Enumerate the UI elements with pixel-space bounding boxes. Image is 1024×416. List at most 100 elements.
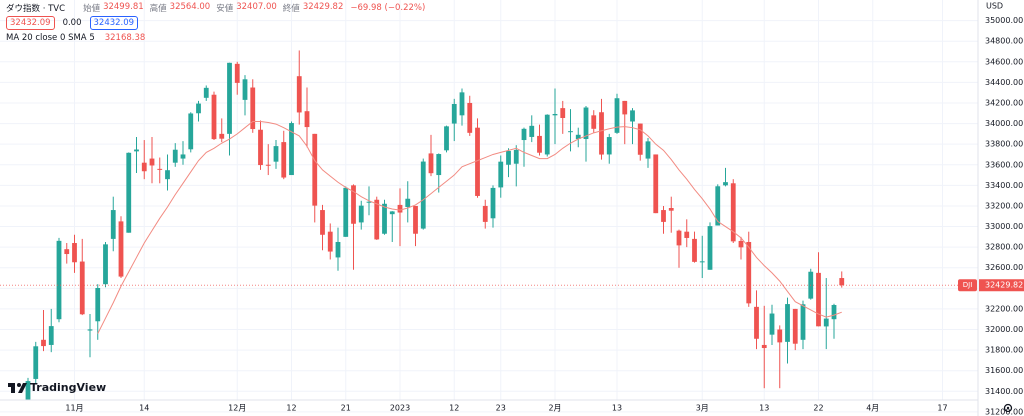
candle-body [498, 161, 504, 188]
y-tick-label: 33200.00 [985, 201, 1023, 210]
indicator-value: 32168.38 [104, 33, 146, 43]
candle-body [661, 210, 666, 222]
candle-body [203, 87, 209, 98]
candle-body [320, 210, 325, 235]
candle-body [560, 108, 566, 119]
y-tick-label: 33600.00 [985, 160, 1023, 169]
candle-body [645, 141, 651, 159]
y-tick-label: 32600.00 [985, 263, 1023, 272]
y-tick-label: 33000.00 [985, 222, 1023, 231]
candle-body [599, 112, 604, 155]
candle-body [242, 79, 248, 100]
candle-body [467, 102, 473, 133]
spread: 0.00 [62, 18, 82, 28]
y-tick-label: 31600.00 [985, 366, 1023, 375]
currency-label: USD [986, 2, 1003, 11]
candle-body [219, 133, 225, 139]
candle-body [351, 185, 356, 224]
candle-body [234, 63, 240, 83]
symbol: ダウ指数 · TVC [6, 4, 66, 14]
candle-body [296, 76, 302, 113]
candle-body [289, 123, 294, 176]
y-tick-label: 33400.00 [985, 181, 1023, 190]
sell-button[interactable]: 32432.09 [6, 16, 55, 30]
candle-body [258, 129, 263, 166]
candle-body [304, 111, 310, 128]
candle-body [831, 304, 837, 320]
candle-body [715, 186, 721, 226]
candle-body [668, 208, 674, 211]
x-tick-label: 12月 [228, 404, 246, 413]
y-tick-label: 31200.00 [985, 407, 1023, 416]
candle-body [180, 154, 186, 159]
candle-body [413, 205, 418, 234]
candle-body [420, 161, 426, 229]
candle-body [227, 62, 232, 134]
quote-value: 32499.81 [103, 2, 144, 12]
candle-body [800, 304, 806, 340]
grid [0, 0, 978, 413]
buy-button[interactable]: 32432.09 [89, 16, 139, 30]
quote-label: 高値 [149, 4, 167, 14]
indicator-name: MA 20 close 0 SMA 5 [6, 33, 95, 43]
candle-body [738, 240, 744, 248]
x-tick-label: 12 [286, 404, 296, 413]
candle-body [327, 231, 333, 252]
candle-body [250, 87, 256, 130]
x-tick-label: 2023 [390, 404, 410, 413]
candle-body [48, 326, 54, 345]
y-tick-label: 35000.00 [985, 16, 1023, 25]
logo-shape [11, 383, 15, 393]
candle-body [405, 198, 411, 207]
quote-label: 終値 [282, 4, 300, 14]
candle-body [622, 100, 628, 115]
header-row: ダウ指数 · TVC 始値 32499.81 高値 32564.00 安値 32407.0… [6, 2, 425, 14]
logo-shape [17, 383, 21, 387]
candle-body [79, 261, 85, 315]
candle-body [428, 153, 434, 174]
y-tick-label: 34800.00 [985, 37, 1023, 46]
candle-body [475, 127, 480, 196]
y-tick-label: 34600.00 [985, 57, 1023, 66]
candle-body [692, 238, 697, 262]
x-tick-label: 13 [759, 404, 769, 413]
candle-body [568, 131, 573, 133]
candle-body [459, 92, 465, 116]
x-tick-label: 2月 [548, 404, 561, 413]
candle-body [172, 149, 178, 163]
quote-label: 安値 [216, 4, 234, 14]
candle-body [777, 329, 783, 343]
candle-body [33, 346, 39, 379]
candle-body [343, 187, 349, 237]
x-tick-label: 13 [612, 404, 622, 413]
candle-body [521, 128, 527, 141]
candle-body [196, 103, 201, 114]
settings-button[interactable] [1003, 403, 1013, 413]
candle-body [606, 137, 612, 155]
change: −69.98 (−0.22%) [350, 3, 426, 13]
x-tick-label: 22 [813, 404, 823, 413]
trade-row: 32432.09 0.00 32432.09 [6, 16, 139, 30]
candle-body [723, 182, 728, 186]
candle-body [149, 158, 155, 166]
x-tick-label: 12 [449, 404, 459, 413]
candle-body [839, 278, 845, 286]
candle-body [513, 149, 519, 164]
candle-body [118, 221, 124, 277]
indicator-legend: MA 20 close 0 SMA 5 32168.38 [6, 33, 145, 43]
candle-body [56, 240, 62, 320]
x-tick-label: 11月 [65, 404, 83, 413]
candle-body [529, 125, 535, 137]
x-tick-label: 14 [139, 404, 149, 413]
candle-body [482, 205, 488, 222]
settings-icon[interactable] [1006, 406, 1010, 410]
settings-icon[interactable] [1003, 403, 1013, 413]
candle-body [792, 308, 798, 344]
candle-body [823, 318, 829, 327]
candle-body [552, 113, 558, 116]
candle-body [103, 244, 108, 285]
candle-body [506, 150, 511, 165]
y-tick-label: 31800.00 [985, 346, 1023, 355]
candle-body [544, 114, 550, 155]
